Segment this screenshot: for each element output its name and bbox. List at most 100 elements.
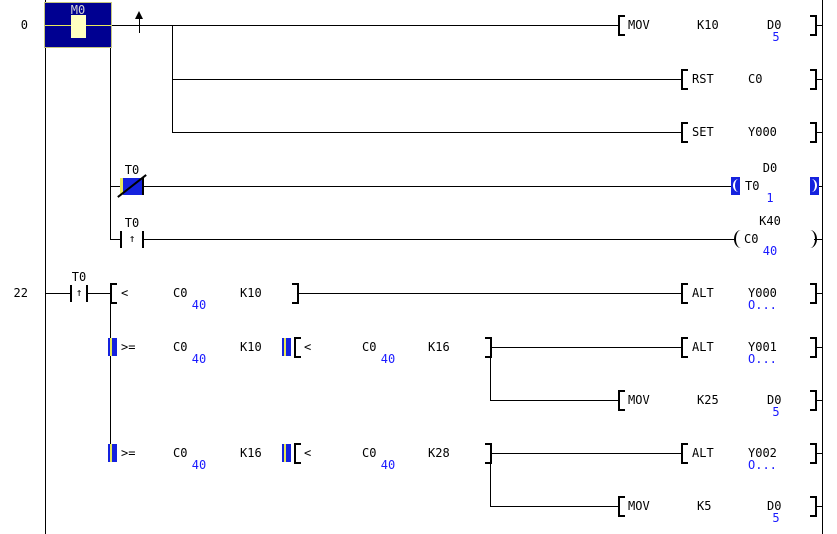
mnemonic: MOV — [628, 499, 650, 513]
monitor-value: 40 — [191, 458, 207, 472]
open-bracket — [681, 69, 688, 90]
operand: K10 — [697, 18, 719, 32]
operand: Y002 — [748, 446, 777, 460]
mnemonic: SET — [692, 125, 714, 139]
mnemonic: ALT — [692, 340, 714, 354]
monitor-value: O... — [748, 458, 777, 472]
operand: C0 — [173, 286, 188, 300]
operand: K10 — [240, 286, 262, 300]
wire-segment — [490, 347, 491, 401]
wire-segment — [815, 79, 822, 80]
rung-step-number-22: 22 — [13, 286, 28, 300]
rising-edge-arrow-icon: ↑ — [128, 232, 136, 245]
coil-preset: K40 — [759, 214, 781, 228]
compare-operator: >= — [121, 446, 136, 460]
cursor-cell-m0-contact[interactable]: M0 — [44, 2, 112, 48]
monitor-value: 40 — [380, 352, 396, 366]
wire-segment — [815, 347, 822, 348]
operand: C0 — [362, 340, 377, 354]
contact-device-label: T0 — [124, 216, 140, 230]
monitor-value: 5 — [772, 405, 780, 419]
wire-segment — [814, 239, 822, 240]
contact-bar — [86, 285, 88, 302]
open-bracket — [681, 337, 688, 358]
operand: K28 — [428, 446, 450, 460]
wire-segment — [815, 506, 822, 507]
energized-node — [108, 444, 117, 462]
monitor-value: 40 — [191, 352, 207, 366]
close-bracket — [810, 69, 817, 90]
coil-close-paren-energized — [810, 177, 819, 195]
close-bracket — [810, 496, 817, 517]
operand: C0 — [748, 72, 763, 86]
wire-segment — [815, 453, 822, 454]
close-bracket — [810, 443, 817, 464]
wire-segment — [490, 453, 681, 454]
mnemonic: MOV — [628, 18, 650, 32]
operand: C0 — [362, 446, 377, 460]
compare-operator: < — [121, 286, 129, 300]
monitor-value: O... — [748, 352, 777, 366]
operand: K5 — [697, 499, 712, 513]
energized-node — [282, 338, 291, 356]
contact-bar — [142, 178, 144, 195]
mnemonic: MOV — [628, 393, 650, 407]
monitor-value: 5 — [772, 511, 780, 525]
mnemonic: RST — [692, 72, 714, 86]
open-bracket — [681, 122, 688, 143]
right-power-rail — [822, 0, 823, 534]
operand: Y000 — [748, 125, 777, 139]
close-bracket — [810, 337, 817, 358]
mnemonic: ALT — [692, 446, 714, 460]
contact-energized-fill — [71, 15, 86, 38]
monitor-value: 40 — [380, 458, 396, 472]
wire-segment — [172, 132, 681, 133]
open-bracket — [294, 337, 301, 358]
operand: K16 — [428, 340, 450, 354]
contact-device-label: T0 — [124, 163, 140, 177]
close-bracket — [810, 283, 817, 304]
operand: C0 — [173, 446, 188, 460]
mnemonic: ALT — [692, 286, 714, 300]
contact-device-label: M0 — [70, 3, 86, 17]
coil-device-label: C0 — [744, 232, 759, 246]
open-bracket — [618, 390, 625, 411]
close-bracket — [810, 390, 817, 411]
contact-bar — [70, 285, 72, 302]
compare-operator: < — [304, 446, 312, 460]
wire-segment — [815, 293, 822, 294]
close-bracket — [485, 337, 492, 358]
wire-segment — [110, 186, 732, 187]
monitor-value: 40 — [191, 298, 207, 312]
close-bracket — [292, 283, 299, 304]
operand: D0 — [767, 393, 782, 407]
operand: Y001 — [748, 340, 777, 354]
wire-segment — [490, 347, 681, 348]
coil-device-label: T0 — [745, 179, 760, 193]
wire-segment — [110, 239, 735, 240]
open-bracket — [681, 443, 688, 464]
operand: K10 — [240, 340, 262, 354]
wire-segment — [112, 25, 618, 26]
contact-bar — [120, 178, 123, 195]
coil-open-paren-energized — [731, 177, 740, 195]
wire-segment — [490, 400, 618, 401]
operand: C0 — [173, 340, 188, 354]
coil-preset: D0 — [762, 161, 778, 175]
operand: K25 — [697, 393, 719, 407]
compare-operator: < — [304, 340, 312, 354]
wire-segment — [172, 79, 681, 80]
close-bracket — [810, 122, 817, 143]
monitor-value: 40 — [762, 244, 778, 258]
open-bracket — [294, 443, 301, 464]
open-bracket — [618, 15, 625, 36]
close-bracket — [485, 443, 492, 464]
energized-node — [282, 444, 291, 462]
open-bracket — [110, 283, 117, 304]
operand: D0 — [767, 18, 782, 32]
wire-segment — [298, 293, 681, 294]
monitor-value: 1 — [766, 191, 774, 205]
wire-segment — [110, 293, 111, 454]
compare-operator: >= — [121, 340, 136, 354]
